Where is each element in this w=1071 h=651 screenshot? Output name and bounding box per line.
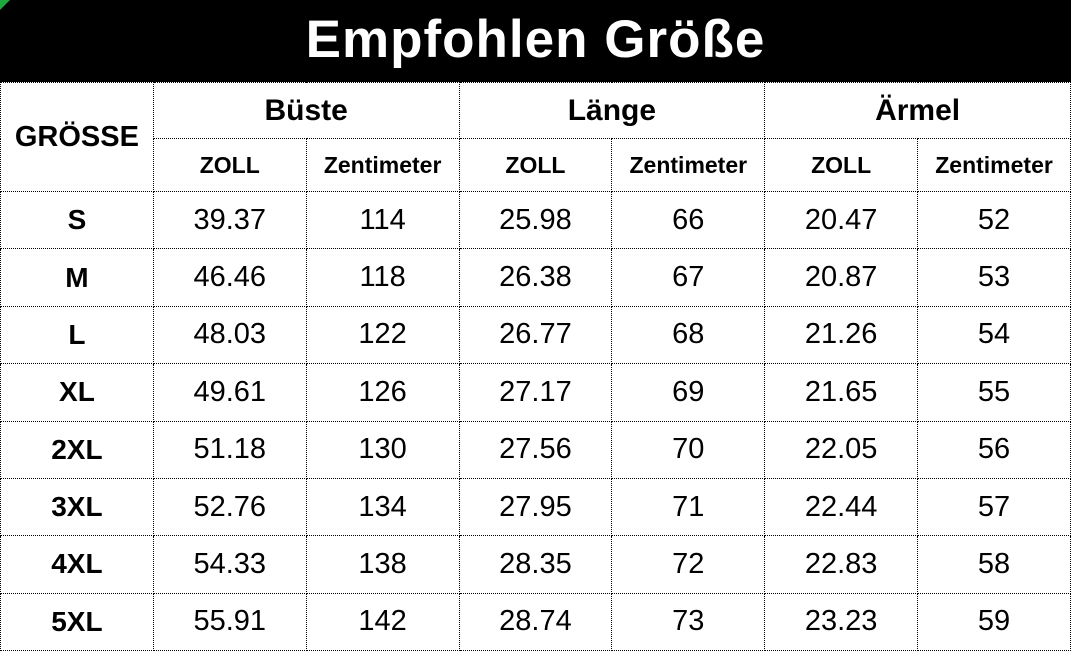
table-cell: 26.38 [458,248,613,307]
table-cell: 70 [611,420,766,479]
subheader-bueste-zentimeter: Zentimeter [305,138,460,192]
table-cell: 56 [917,420,1071,479]
column-header-groesse: GRÖSSE [0,82,154,192]
table-cell: 118 [305,248,460,307]
table-cell: 52 [917,190,1071,250]
table-cell: 51.18 [152,420,307,479]
table-cell: 27.95 [458,477,613,537]
size-row-label: XL [0,363,154,422]
table-cell: 72 [611,535,766,594]
table-cell: 71 [611,477,766,537]
column-group-bueste: Büste [152,82,460,139]
table-cell: 52.76 [152,477,307,537]
subheader-bueste-zoll: ZOLL [152,138,307,192]
size-row-label: 5XL [0,592,154,651]
subheader-aermel-zentimeter: Zentimeter [917,138,1071,192]
table-cell: 28.74 [458,592,613,651]
table-cell: 67 [611,248,766,307]
table-cell: 138 [305,535,460,594]
table-cell: 27.56 [458,420,613,479]
table-cell: 39.37 [152,190,307,250]
table-cell: 114 [305,190,460,250]
table-row: S 39.37 114 25.98 66 20.47 52 [0,190,1071,250]
table-cell: 22.83 [764,535,919,594]
table-cell: 23.23 [764,592,919,651]
table-cell: 28.35 [458,535,613,594]
table-cell: 20.87 [764,248,919,307]
table-cell: 49.61 [152,363,307,422]
size-table: GRÖSSE Büste Länge Ärmel ZOLL Zentimeter… [0,82,1071,651]
table-cell: 46.46 [152,248,307,307]
table-cell: 54 [917,305,1071,365]
table-cell: 21.65 [764,363,919,422]
table-row: 5XL 55.91 142 28.74 73 23.23 59 [0,592,1071,651]
table-cell: 73 [611,592,766,651]
subheader-aermel-zoll: ZOLL [764,138,919,192]
table-cell: 55 [917,363,1071,422]
table-cell: 53 [917,248,1071,307]
column-group-laenge: Länge [458,82,766,139]
table-cell: 57 [917,477,1071,537]
table-cell: 69 [611,363,766,422]
table-cell: 142 [305,592,460,651]
column-group-aermel: Ärmel [764,82,1071,139]
table-row: M 46.46 118 26.38 67 20.87 53 [0,248,1071,307]
table-row: 3XL 52.76 134 27.95 71 22.44 57 [0,477,1071,537]
table-cell: 20.47 [764,190,919,250]
table-cell: 22.44 [764,477,919,537]
title-bar: Empfohlen Größe [0,0,1071,82]
subheader-laenge-zoll: ZOLL [458,138,613,192]
table-cell: 48.03 [152,305,307,365]
table-row: 2XL 51.18 130 27.56 70 22.05 56 [0,420,1071,479]
table-cell: 126 [305,363,460,422]
table-cell: 122 [305,305,460,365]
table-cell: 54.33 [152,535,307,594]
table-cell: 66 [611,190,766,250]
table-cell: 134 [305,477,460,537]
size-row-label: S [0,190,154,250]
table-cell: 55.91 [152,592,307,651]
size-row-label: 3XL [0,477,154,537]
table-cell: 25.98 [458,190,613,250]
table-cell: 58 [917,535,1071,594]
size-row-label: 2XL [0,420,154,479]
table-cell: 59 [917,592,1071,651]
table-cell: 26.77 [458,305,613,365]
table-cell: 21.26 [764,305,919,365]
size-row-label: M [0,248,154,307]
table-cell: 22.05 [764,420,919,479]
subheader-laenge-zentimeter: Zentimeter [611,138,766,192]
table-row: L 48.03 122 26.77 68 21.26 54 [0,305,1071,365]
excel-corner-triangle-icon [0,0,10,10]
size-row-label: 4XL [0,535,154,594]
table-cell: 68 [611,305,766,365]
table-cell: 27.17 [458,363,613,422]
table-cell: 130 [305,420,460,479]
table-row: 4XL 54.33 138 28.35 72 22.83 58 [0,535,1071,594]
table-row: XL 49.61 126 27.17 69 21.65 55 [0,363,1071,422]
page-title: Empfohlen Größe [305,9,766,69]
size-row-label: L [0,305,154,365]
